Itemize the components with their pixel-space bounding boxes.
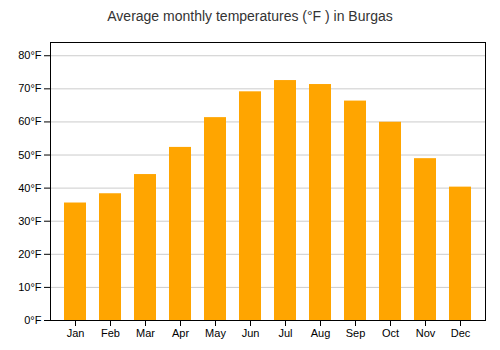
svg-text:30°F: 30°F — [18, 215, 42, 227]
svg-text:Jan: Jan — [67, 327, 85, 339]
svg-text:Apr: Apr — [172, 327, 189, 339]
svg-text:50°F: 50°F — [18, 149, 42, 161]
svg-text:May: May — [205, 327, 226, 339]
svg-text:Oct: Oct — [382, 327, 399, 339]
svg-text:Dec: Dec — [451, 327, 471, 339]
svg-text:20°F: 20°F — [18, 248, 42, 260]
svg-text:0°F: 0°F — [24, 314, 42, 326]
svg-text:Sep: Sep — [346, 327, 366, 339]
svg-text:80°F: 80°F — [18, 49, 42, 61]
svg-text:40°F: 40°F — [18, 182, 42, 194]
svg-text:Feb: Feb — [101, 327, 120, 339]
svg-text:Jul: Jul — [278, 327, 292, 339]
html-text:Average monthly temperatures (: Average monthly temperatures (°F ) in Bu… — [107, 8, 393, 24]
svg-text:Jun: Jun — [242, 327, 260, 339]
svg-text:60°F: 60°F — [18, 115, 42, 127]
svg-text:10°F: 10°F — [18, 281, 42, 293]
svg-text:Aug: Aug — [311, 327, 331, 339]
svg-text:70°F: 70°F — [18, 82, 42, 94]
svg-text:Nov: Nov — [416, 327, 436, 339]
svg-text:Mar: Mar — [136, 327, 155, 339]
